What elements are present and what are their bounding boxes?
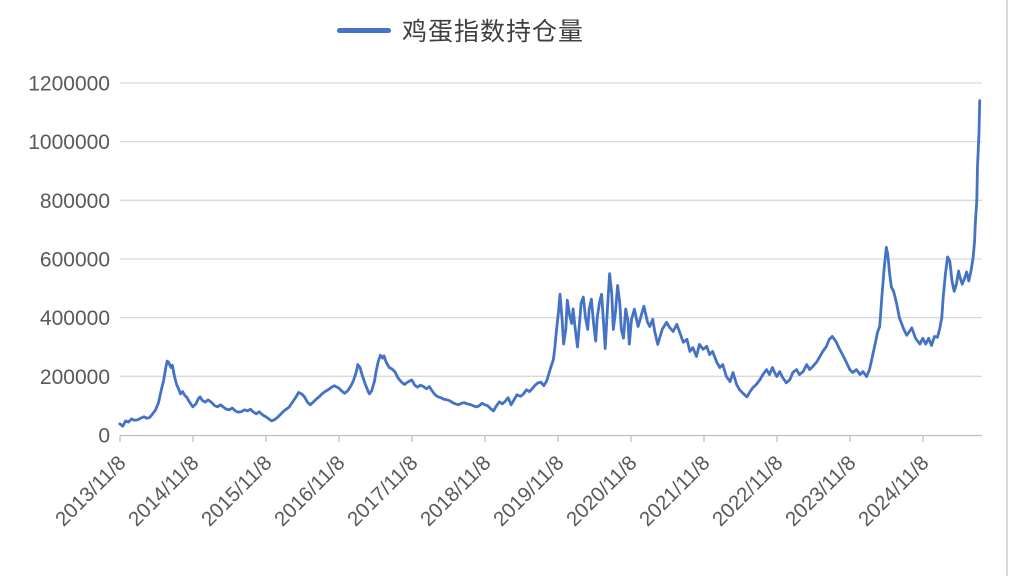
chart-legend: 鸡蛋指数持仓量 bbox=[337, 14, 584, 46]
x-axis-tick-label: 2018/11/8 bbox=[416, 451, 496, 531]
y-axis-tick-label: 1200000 bbox=[28, 73, 110, 96]
x-axis-tick-label: 2014/11/8 bbox=[124, 451, 204, 531]
y-axis-tick-label: 200000 bbox=[40, 366, 110, 389]
y-axis-tick-label: 800000 bbox=[40, 190, 110, 213]
x-axis-tick-label: 2023/11/8 bbox=[781, 451, 861, 531]
right-border-line bbox=[1006, 0, 1008, 576]
x-axis-tick-label: 2015/11/8 bbox=[197, 451, 277, 531]
x-axis-tick-label: 2017/11/8 bbox=[343, 451, 423, 531]
series-line-egg-index-open-interest bbox=[118, 99, 982, 428]
x-axis-tick-label: 2021/11/8 bbox=[635, 451, 715, 531]
x-axis-tick-label: 2024/11/8 bbox=[854, 451, 934, 531]
legend-series-label: 鸡蛋指数持仓量 bbox=[402, 18, 585, 46]
y-axis-tick-label: 1000000 bbox=[28, 131, 110, 154]
legend-line-swatch bbox=[337, 27, 391, 33]
y-axis-tick-label: 600000 bbox=[40, 249, 110, 272]
x-axis-tick-label: 2016/11/8 bbox=[270, 451, 350, 531]
x-axis-tick-label: 2019/11/8 bbox=[489, 451, 569, 531]
y-axis-tick-label: 400000 bbox=[40, 307, 110, 330]
x-axis-tick-label: 2022/11/8 bbox=[708, 451, 788, 531]
x-axis-tick-label: 2013/11/8 bbox=[51, 451, 131, 531]
y-axis-tick-label: 0 bbox=[98, 425, 110, 448]
x-axis-tick-label: 2020/11/8 bbox=[562, 451, 642, 531]
